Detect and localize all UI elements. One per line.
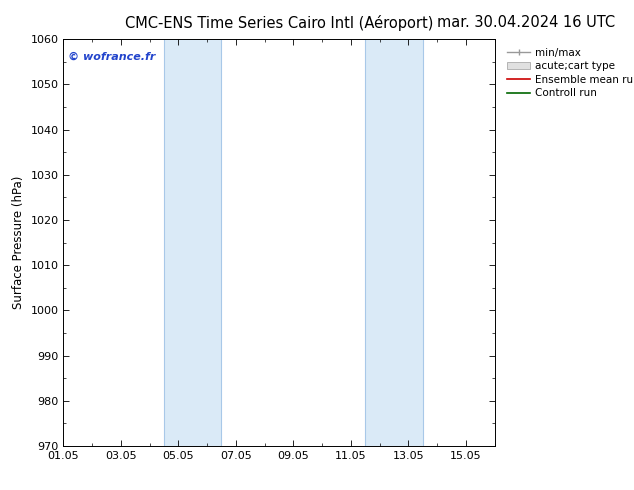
- Bar: [365, 39, 423, 446]
- Text: CMC-ENS Time Series Cairo Intl (Aéroport): CMC-ENS Time Series Cairo Intl (Aéroport…: [125, 15, 433, 31]
- Legend: min/max, acute;cart type, Ensemble mean run, Controll run: min/max, acute;cart type, Ensemble mean …: [504, 45, 634, 101]
- Y-axis label: Surface Pressure (hPa): Surface Pressure (hPa): [12, 176, 25, 309]
- Text: © wofrance.fr: © wofrance.fr: [68, 51, 155, 61]
- Bar: [164, 39, 221, 446]
- Text: mar. 30.04.2024 16 UTC: mar. 30.04.2024 16 UTC: [437, 15, 615, 30]
